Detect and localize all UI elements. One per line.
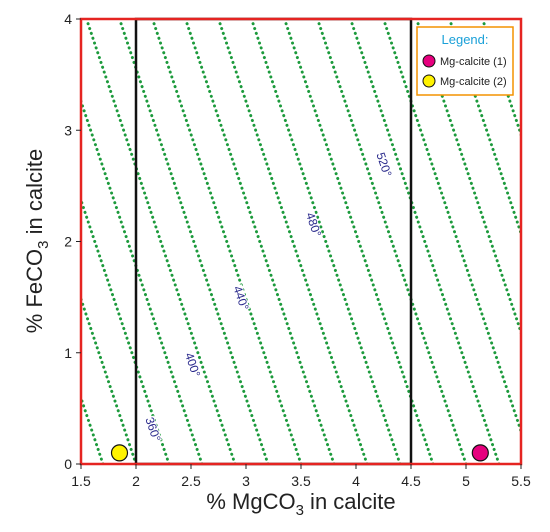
isotherm-label-bg-0	[141, 415, 162, 445]
isotherm-layer	[81, 19, 521, 464]
isotherm-label-bg-3	[301, 210, 323, 240]
isotherm-line-5	[81, 96, 204, 464]
isotherm-line-15	[382, 19, 521, 436]
tick-layer: 1.5 2 2.5 3 3.5 4 4.5 5 5.5 0 1 2 3 4	[64, 11, 531, 489]
data-point-1	[110, 444, 129, 462]
x-tick-label-2: 2.5	[181, 473, 201, 489]
isotherm-line-4	[81, 195, 171, 464]
isotherm-line-11	[250, 19, 402, 464]
isotherm-line-10	[217, 19, 369, 464]
y-tick-label-3: 3	[64, 122, 72, 138]
y-tick-label-1: 1	[64, 345, 72, 361]
isotherm-line-6	[85, 19, 237, 464]
x-tick-label-0: 1.5	[71, 473, 91, 489]
y-tick-label-4: 4	[64, 11, 72, 27]
legend-label-mg-calcite-2: Mg-calcite (2)	[440, 76, 507, 88]
isotherm-line-8	[151, 19, 303, 464]
isotherm-label-bg-2	[229, 284, 250, 313]
isotherm-label-layer: 360°400°440°480°520°	[141, 150, 395, 445]
x-tick-label-7: 5	[462, 473, 470, 489]
x-axis-title: % MgCO3 in calcite	[206, 489, 395, 519]
x-tick-label-5: 4	[352, 473, 360, 489]
y-axis-title-subscript: 3	[35, 241, 52, 249]
x-axis-title-main: % MgCO	[206, 489, 295, 514]
legend: Legend: Mg-calcite (1) Mg-calcite (2)	[416, 26, 514, 96]
isotherm-label-bg-4	[372, 150, 393, 180]
y-tick-label-0: 0	[64, 456, 72, 472]
legend-marker-mg-calcite-2	[422, 74, 436, 88]
legend-marker-mg-calcite-1	[422, 54, 436, 68]
isotherm-line-13	[316, 19, 468, 464]
legend-title: Legend:	[442, 32, 489, 47]
legend-label-mg-calcite-1: Mg-calcite (1)	[440, 56, 507, 68]
isotherm-label-bg-1	[180, 350, 202, 380]
y-axis-title-rest: in calcite	[22, 149, 47, 241]
x-tick-label-6: 4.5	[401, 473, 421, 489]
y-axis-title: % FeCO3 in calcite	[22, 149, 52, 333]
x-axis-title-subscript: 3	[296, 502, 304, 519]
isotherm-line-16	[415, 19, 521, 337]
isotherm-line-12	[283, 19, 435, 464]
x-axis-title-rest: in calcite	[304, 489, 396, 514]
x-tick-label-8: 5.5	[511, 473, 531, 489]
point-layer	[110, 444, 489, 462]
isotherm-line-9	[184, 19, 336, 464]
data-point-0	[471, 444, 489, 462]
x-tick-label-1: 2	[132, 473, 140, 489]
x-tick-label-4: 3.5	[291, 473, 311, 489]
y-axis-title-main: % FeCO	[22, 249, 47, 333]
isotherm-line-14	[349, 19, 501, 464]
y-tick-label-2: 2	[64, 234, 72, 250]
x-tick-label-3: 3	[242, 473, 250, 489]
isotherm-line-7	[118, 19, 270, 464]
